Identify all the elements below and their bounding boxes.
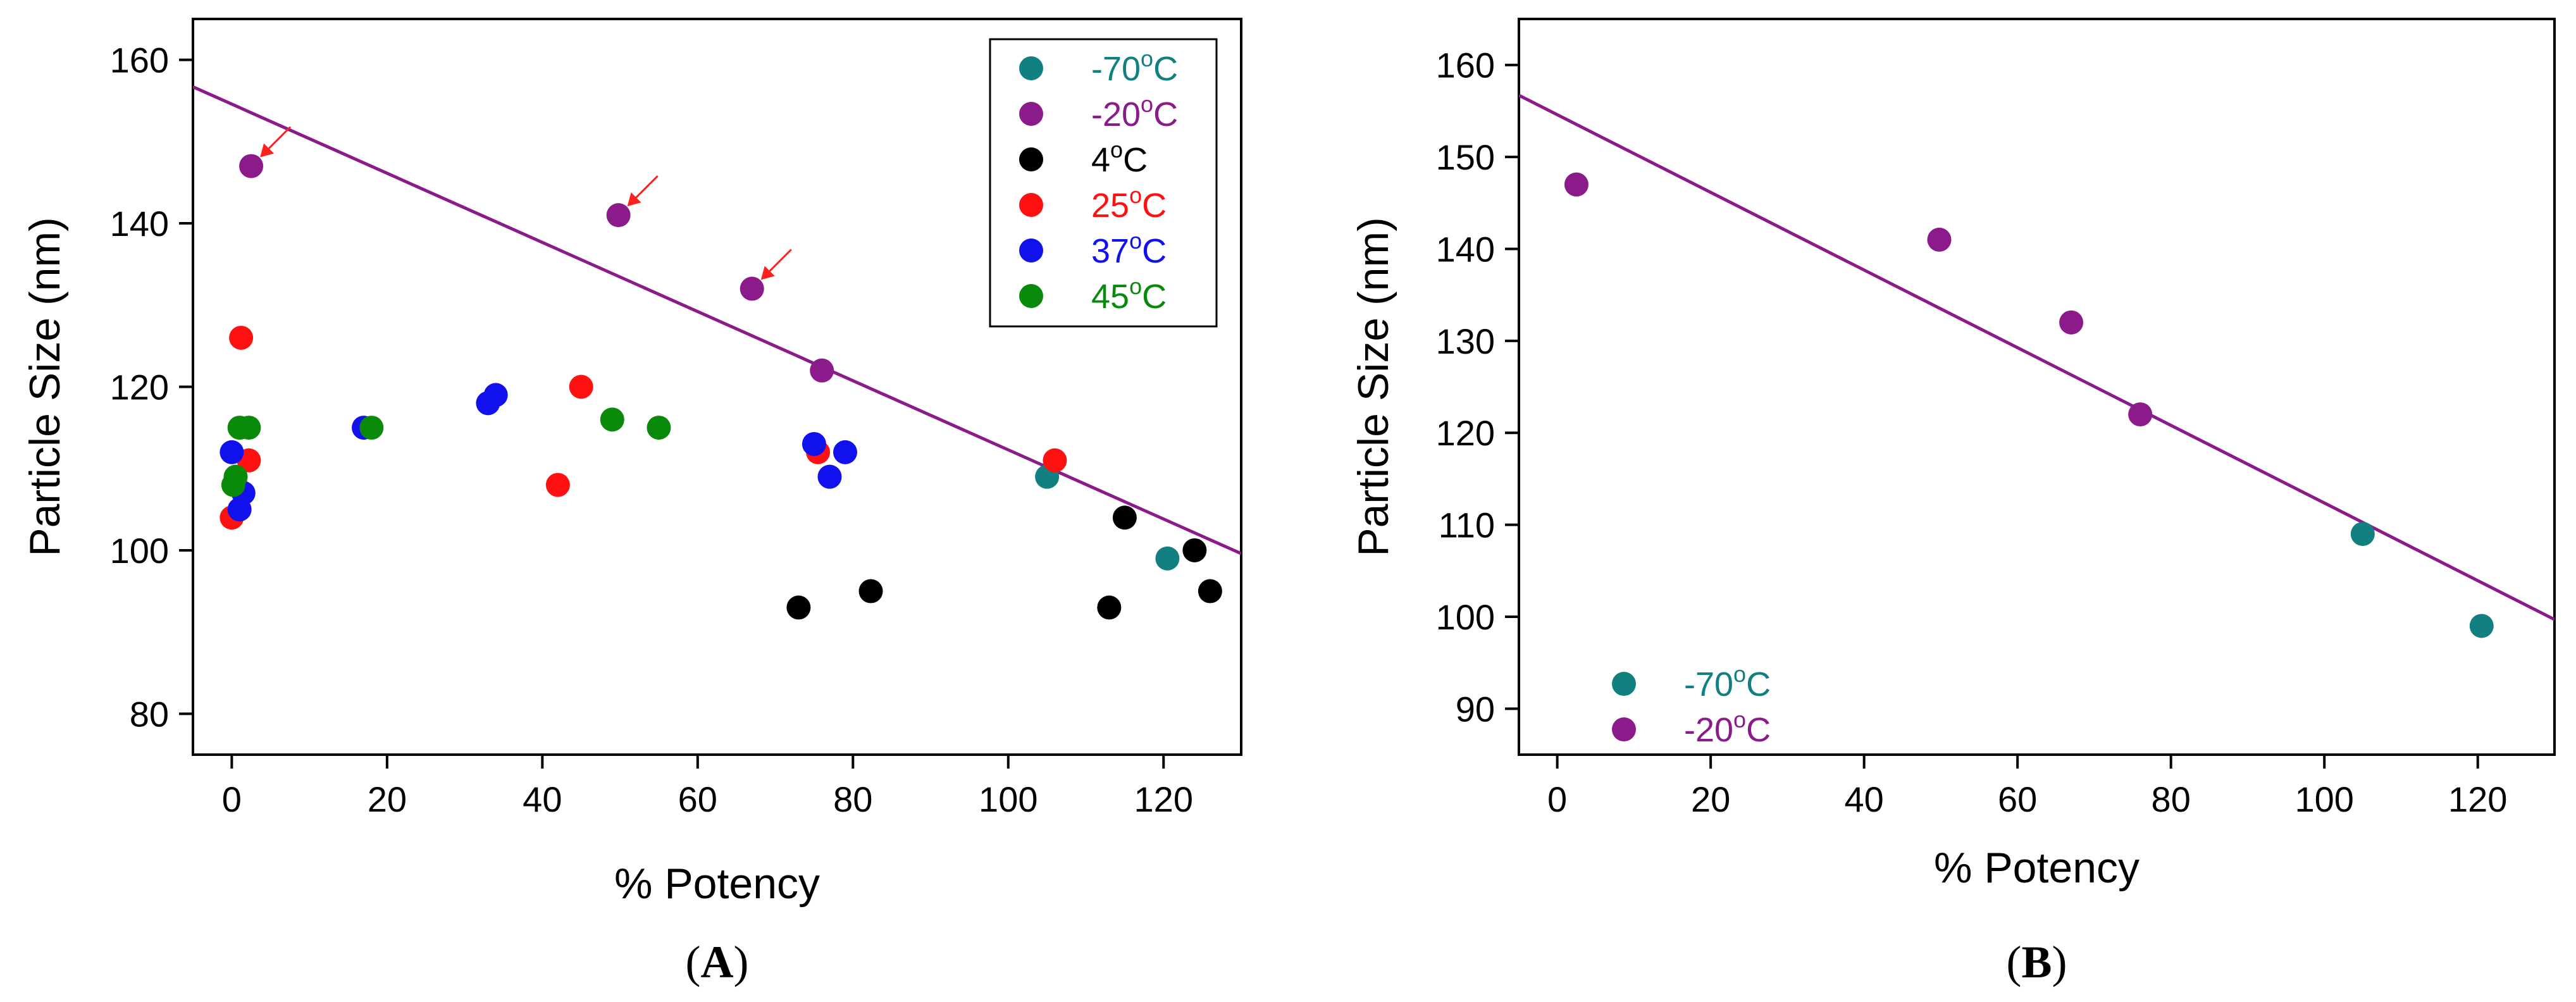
legend-label: -20oC [1091,91,1178,133]
legend-box [989,38,1218,328]
legend-marker [1019,147,1043,171]
data-point [1043,448,1067,473]
legend-label: 25oC [1091,182,1167,225]
trend-line [193,85,1241,555]
data-point [237,416,261,440]
legend-marker [1612,717,1636,742]
x-tick-label: 0 [1547,779,1567,819]
data-point [569,374,593,399]
y-tick-label: 80 [130,694,169,734]
data-point [2128,402,2153,427]
y-tick-label: 140 [110,204,169,244]
y-tick-label: 130 [1436,321,1495,361]
data-point [545,473,570,497]
annotation-arrowhead [627,192,641,207]
data-point [833,440,858,464]
y-tick-label: 120 [110,368,169,407]
data-point [1564,172,1588,197]
y-tick-label: 110 [1439,505,1495,545]
legend-label: -70oC [1684,661,1771,703]
y-tick-label: 100 [1436,597,1495,637]
panel-label: (A) [686,937,749,987]
data-point [817,464,842,489]
data-point [1112,505,1137,530]
x-tick-label: 100 [2295,779,2354,819]
data-point [1155,546,1180,571]
x-axis-title: % Potency [614,860,820,908]
y-tick-label: 150 [1436,137,1495,177]
data-point [1198,579,1222,603]
data-point [220,440,244,464]
legend-label: -70oC [1091,46,1178,88]
x-tick-label: 120 [1134,779,1193,819]
y-axis-title: Particle Size (nm) [1349,217,1397,557]
annotation-arrow [264,126,292,153]
y-tick-label: 140 [1436,229,1495,269]
data-point [227,497,252,522]
y-tick-label: 120 [1436,413,1495,453]
legend-marker [1019,284,1043,308]
legend-marker [1019,193,1043,217]
legend-label: 45oC [1091,273,1167,316]
legend-marker [1612,672,1636,696]
data-point [1097,595,1122,620]
data-point [1182,538,1207,562]
legend-label: 37oC [1091,228,1167,270]
x-tick-label: 0 [222,779,242,819]
x-tick-label: 60 [1998,779,2037,819]
y-tick-label: 90 [1456,689,1495,729]
x-tick-label: 80 [2152,779,2191,819]
chart-panel-a: 0 20 40 60 80 100 120 80 100 120 140 160 % Potency Pa… [21,18,1242,987]
data-point [600,407,624,432]
annotation-arrow [765,249,792,276]
data-point [229,325,254,350]
legend-label: -20oC [1684,707,1771,749]
data-point [359,416,384,440]
data-point [858,579,883,603]
y-axis-title: Particle Size (nm) [21,217,69,557]
data-point [483,383,508,407]
y-tick-label: 160 [110,40,169,80]
data-point [1927,227,1952,252]
annotation-arrowhead [260,143,275,158]
plot-frame [1518,18,2556,756]
chart-panel-b: 0 20 40 60 80 100 120 90 100 110 120 130 140 150 160 % … [1349,18,2556,987]
data-point [223,464,248,489]
x-tick-label: 60 [678,779,717,819]
data-point [740,276,764,301]
x-tick-label: 20 [1691,779,1730,819]
legend-marker [1019,238,1043,263]
data-point [2059,310,2084,335]
y-tick-label: 100 [110,531,169,571]
x-tick-label: 100 [979,779,1037,819]
trend-line [1519,94,2554,621]
data-point [2350,522,2375,547]
x-axis-title: % Potency [1934,844,2139,892]
x-tick-label: 120 [2448,779,2507,819]
x-tick-label: 40 [1845,779,1884,819]
legend-marker [1019,102,1043,126]
data-point [2469,614,2494,638]
data-point [239,154,264,178]
y-tick-label: 160 [1436,46,1495,85]
annotation-arrow [631,175,659,202]
panel-label: (B) [2007,937,2067,987]
data-point [802,431,826,456]
data-point [647,416,671,440]
x-tick-label: 40 [523,779,562,819]
data-point [786,595,811,620]
x-tick-label: 20 [368,779,407,819]
data-point [606,203,631,228]
legend-label: 4oC [1091,137,1148,179]
x-tick-label: 80 [833,779,872,819]
legend-marker [1019,56,1043,80]
annotation-arrowhead [760,266,775,280]
data-point [810,358,834,383]
